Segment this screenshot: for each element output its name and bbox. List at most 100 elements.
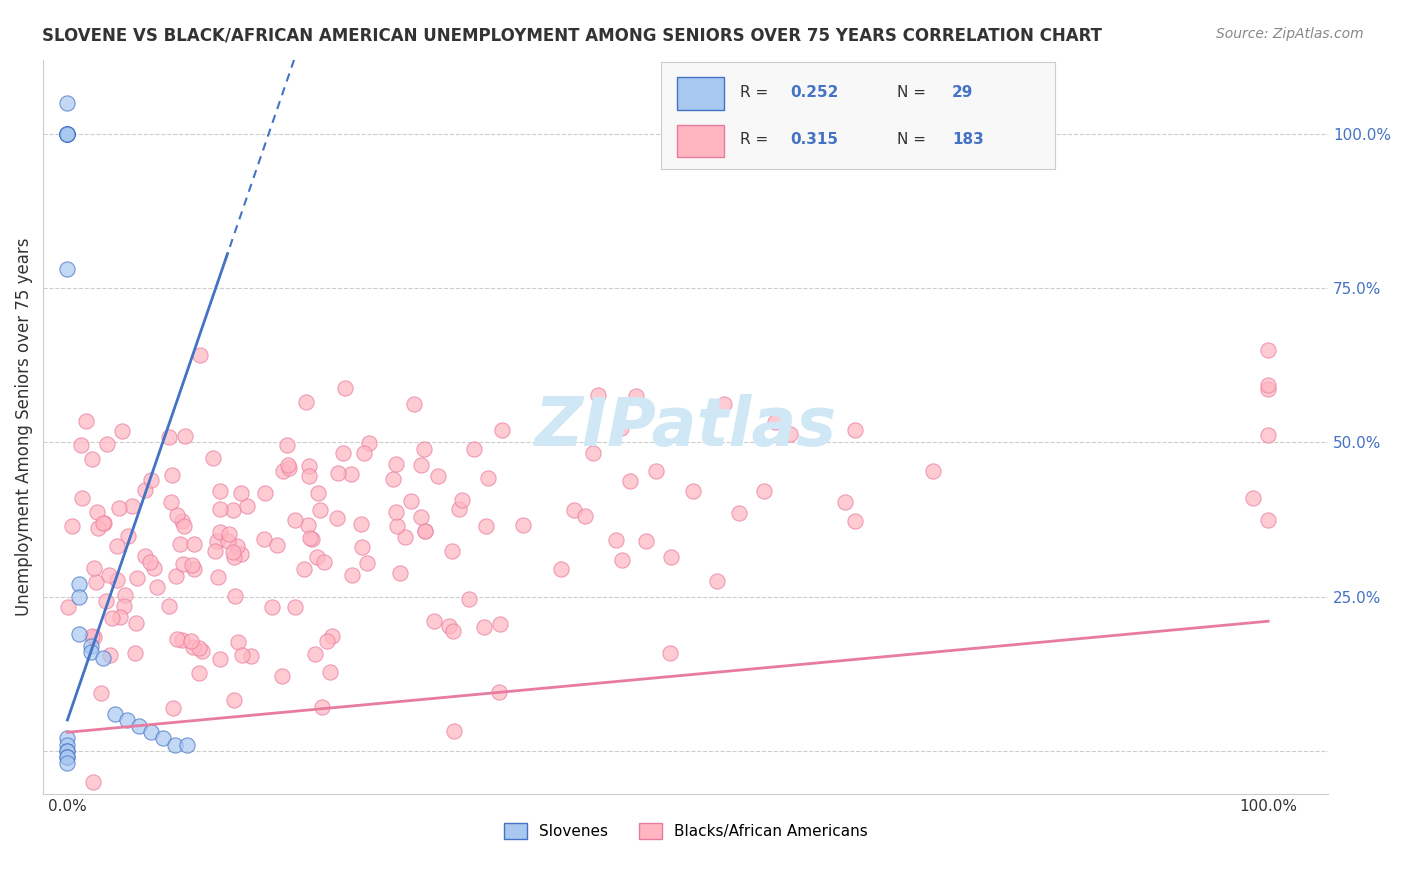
Point xyxy=(340,467,363,481)
Point xyxy=(124,646,146,660)
Point xyxy=(170,514,193,528)
Point xyxy=(385,518,408,533)
Point xyxy=(610,553,633,567)
Point xyxy=(619,474,641,488)
Point xyxy=(72,491,94,505)
Point xyxy=(108,501,131,516)
Point xyxy=(183,537,205,551)
Point xyxy=(661,550,683,565)
Point xyxy=(67,626,90,640)
Point xyxy=(93,516,115,530)
Point xyxy=(477,471,499,485)
Point xyxy=(141,473,163,487)
Point xyxy=(1257,343,1279,357)
Point xyxy=(209,483,232,498)
Point xyxy=(56,750,79,764)
Point xyxy=(56,127,79,141)
Point xyxy=(298,459,321,474)
Point xyxy=(449,502,471,516)
Point xyxy=(56,744,79,758)
Point xyxy=(350,517,373,532)
Point xyxy=(83,630,105,644)
Point xyxy=(112,599,135,614)
Point xyxy=(728,506,751,520)
Point xyxy=(342,567,364,582)
Point xyxy=(413,524,436,538)
Point xyxy=(176,738,198,752)
Point xyxy=(312,555,335,569)
Point xyxy=(56,738,79,752)
Point xyxy=(101,611,124,625)
Point xyxy=(225,539,247,553)
Point xyxy=(226,635,249,649)
Point xyxy=(56,744,79,758)
Point xyxy=(388,566,411,581)
Point xyxy=(93,651,115,665)
Point xyxy=(205,534,228,549)
Point xyxy=(426,469,449,483)
Point xyxy=(56,127,79,141)
Point xyxy=(166,508,188,523)
Point xyxy=(474,518,496,533)
Point xyxy=(56,756,79,771)
Point xyxy=(491,423,513,437)
Point xyxy=(91,516,114,531)
Legend: Slovenes, Blacks/African Americans: Slovenes, Blacks/African Americans xyxy=(498,817,873,845)
Point xyxy=(315,634,337,648)
Point xyxy=(218,527,240,541)
Point xyxy=(69,438,91,452)
Point xyxy=(173,429,195,443)
Point xyxy=(83,561,105,575)
Point xyxy=(80,645,103,659)
Point xyxy=(437,619,460,633)
Point xyxy=(86,521,108,535)
Point xyxy=(423,615,446,629)
Point xyxy=(114,589,136,603)
FancyBboxPatch shape xyxy=(676,78,724,110)
Point xyxy=(311,700,333,714)
Point xyxy=(67,590,90,604)
Point xyxy=(56,127,79,141)
Point xyxy=(157,599,180,614)
Point xyxy=(170,632,193,647)
Point xyxy=(96,436,118,450)
Text: 0.315: 0.315 xyxy=(790,132,839,147)
Point xyxy=(141,725,163,739)
Point xyxy=(682,483,704,498)
Point xyxy=(134,483,156,497)
Point xyxy=(188,348,211,362)
Point xyxy=(56,95,79,110)
Point xyxy=(353,446,375,460)
Point xyxy=(183,640,205,654)
Point xyxy=(160,494,183,508)
Point xyxy=(173,519,195,533)
Point xyxy=(550,562,572,576)
Point xyxy=(297,518,319,533)
Point xyxy=(143,561,166,575)
Point xyxy=(409,458,432,472)
Point xyxy=(706,574,728,588)
Point xyxy=(82,452,104,467)
Point xyxy=(273,464,295,478)
Point xyxy=(413,442,436,456)
Point xyxy=(381,472,404,486)
Point xyxy=(56,262,79,277)
Point xyxy=(56,127,79,141)
Point xyxy=(56,127,79,141)
Point xyxy=(844,514,866,528)
Point xyxy=(441,624,464,639)
Point xyxy=(270,668,292,682)
Point xyxy=(208,525,231,540)
Point xyxy=(333,382,356,396)
Point xyxy=(298,469,321,483)
Point xyxy=(413,524,436,539)
Point xyxy=(1257,513,1279,527)
Point xyxy=(169,537,191,551)
Y-axis label: Unemployment Among Seniors over 75 years: Unemployment Among Seniors over 75 years xyxy=(15,237,32,616)
Point xyxy=(443,723,465,738)
Point xyxy=(450,492,472,507)
Text: N =: N = xyxy=(897,85,931,100)
Point xyxy=(284,513,307,527)
Point xyxy=(277,458,299,473)
Point xyxy=(409,509,432,524)
